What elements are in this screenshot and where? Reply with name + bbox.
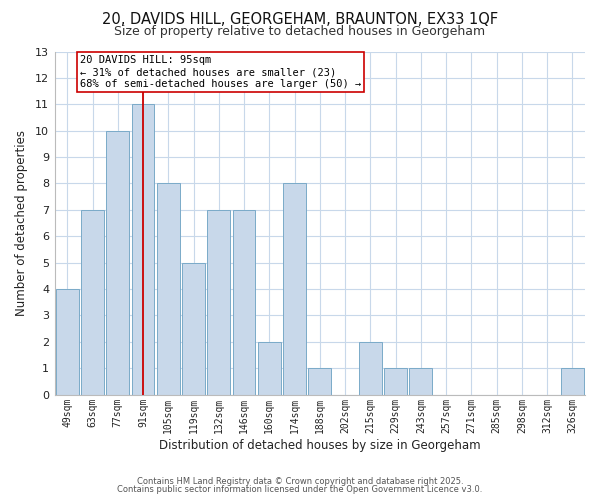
Bar xyxy=(561,368,584,394)
X-axis label: Distribution of detached houses by size in Georgeham: Distribution of detached houses by size … xyxy=(159,440,481,452)
Bar xyxy=(182,262,205,394)
Bar xyxy=(131,104,154,395)
Text: Size of property relative to detached houses in Georgeham: Size of property relative to detached ho… xyxy=(115,25,485,38)
Bar xyxy=(157,184,179,394)
Bar xyxy=(233,210,256,394)
Bar xyxy=(384,368,407,394)
Y-axis label: Number of detached properties: Number of detached properties xyxy=(15,130,28,316)
Bar xyxy=(359,342,382,394)
Text: Contains HM Land Registry data © Crown copyright and database right 2025.: Contains HM Land Registry data © Crown c… xyxy=(137,477,463,486)
Text: Contains public sector information licensed under the Open Government Licence v3: Contains public sector information licen… xyxy=(118,485,482,494)
Bar xyxy=(409,368,432,394)
Bar xyxy=(283,184,306,394)
Bar xyxy=(106,130,129,394)
Bar xyxy=(81,210,104,394)
Bar xyxy=(208,210,230,394)
Text: 20 DAVIDS HILL: 95sqm
← 31% of detached houses are smaller (23)
68% of semi-deta: 20 DAVIDS HILL: 95sqm ← 31% of detached … xyxy=(80,56,361,88)
Bar xyxy=(308,368,331,394)
Text: 20, DAVIDS HILL, GEORGEHAM, BRAUNTON, EX33 1QF: 20, DAVIDS HILL, GEORGEHAM, BRAUNTON, EX… xyxy=(102,12,498,28)
Bar xyxy=(56,289,79,395)
Bar xyxy=(258,342,281,394)
